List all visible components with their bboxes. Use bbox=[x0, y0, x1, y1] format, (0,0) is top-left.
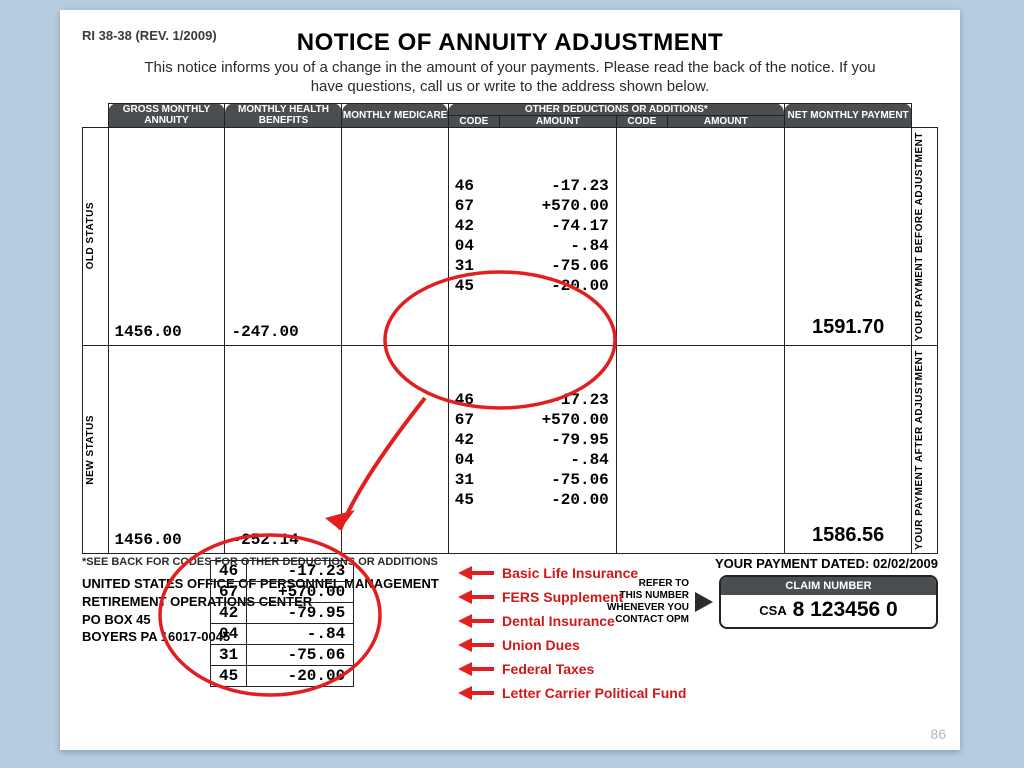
col-other: OTHER DEDUCTIONS OR ADDITIONS* bbox=[448, 103, 784, 115]
deduction-row: 46-17.23 bbox=[449, 390, 616, 410]
new-net: 1586.56 bbox=[784, 345, 912, 554]
legend-row: Federal Taxes bbox=[458, 659, 686, 678]
old-deductions-2 bbox=[616, 127, 784, 345]
before-adjustment-label: YOUR PAYMENT BEFORE ADJUSTMENT bbox=[912, 127, 938, 345]
arrow-left-icon bbox=[458, 662, 472, 676]
deduction-row: 04-.84 bbox=[449, 450, 616, 470]
deduction-row: 45-20.00 bbox=[449, 490, 616, 510]
legend-row: Dental Insurance bbox=[458, 611, 686, 630]
old-deductions-1: 46-17.2367+570.0042-74.1704-.8431-75.064… bbox=[448, 127, 616, 345]
legend-row: FERS Supplement bbox=[458, 587, 686, 606]
arrow-left-icon bbox=[458, 686, 472, 700]
arrow-icon bbox=[695, 592, 713, 612]
arrow-left-icon bbox=[458, 590, 472, 604]
col-amount1: AMOUNT bbox=[499, 115, 616, 127]
col-code1: CODE bbox=[448, 115, 499, 127]
legend-row: Basic Life Insurance bbox=[458, 563, 686, 582]
callout-row: 31-75.06 bbox=[211, 645, 354, 666]
deduction-row: 42-74.17 bbox=[449, 216, 616, 236]
callout-row: 04-.84 bbox=[211, 624, 354, 645]
deduction-row: 67+570.00 bbox=[449, 196, 616, 216]
col-health: MONTHLY HEALTH BENEFITS bbox=[225, 103, 342, 127]
callout-deductions-table: 46-17.2367+570.0042-79.9504-.8431-75.064… bbox=[210, 560, 354, 687]
deduction-row: 45-20.00 bbox=[449, 276, 616, 296]
claim-number-header: CLAIM NUMBER bbox=[721, 577, 936, 595]
old-medicare bbox=[342, 127, 448, 345]
old-status-label: OLD STATUS bbox=[83, 127, 109, 345]
col-gross: GROSS MONTHLY ANNUITY bbox=[108, 103, 225, 127]
intro-text: This notice informs you of a change in t… bbox=[132, 59, 888, 97]
legend-row: Letter Carrier Political Fund bbox=[458, 683, 686, 702]
page-number: 86 bbox=[930, 726, 946, 742]
old-gross: 1456.00 bbox=[108, 127, 225, 345]
new-deductions-2 bbox=[616, 345, 784, 554]
payment-dated: YOUR PAYMENT DATED: 02/02/2009 bbox=[715, 556, 938, 571]
arrow-left-icon bbox=[458, 614, 472, 628]
arrow-left-icon bbox=[458, 566, 472, 580]
new-health: -252.14 bbox=[225, 345, 342, 554]
callout-row: 67+570.00 bbox=[211, 582, 354, 603]
col-net: NET MONTHLY PAYMENT bbox=[784, 103, 912, 127]
deduction-row: 04-.84 bbox=[449, 236, 616, 256]
col-code2: CODE bbox=[616, 115, 667, 127]
new-medicare bbox=[342, 345, 448, 554]
after-adjustment-label: YOUR PAYMENT AFTER ADJUSTMENT bbox=[912, 345, 938, 554]
claim-number: CSA 8 123456 0 bbox=[721, 595, 936, 627]
col-medicare: MONTHLY MEDICARE bbox=[342, 103, 448, 127]
col-amount2: AMOUNT bbox=[667, 115, 784, 127]
deduction-row: 46-17.23 bbox=[449, 176, 616, 196]
callout-row: 46-17.23 bbox=[211, 561, 354, 582]
legend-block: Basic Life Insurance FERS Supplement Denta… bbox=[458, 563, 686, 702]
deduction-row: 42-79.95 bbox=[449, 430, 616, 450]
deduction-row: 67+570.00 bbox=[449, 410, 616, 430]
legend-row: Union Dues bbox=[458, 635, 686, 654]
deduction-row: 31-75.06 bbox=[449, 256, 616, 276]
annuity-table: GROSS MONTHLY ANNUITY MONTHLY HEALTH BEN… bbox=[82, 103, 938, 555]
document-page: RI 38-38 (REV. 1/2009) NOTICE OF ANNUITY… bbox=[60, 10, 960, 750]
new-deductions-1: 46-17.2367+570.0042-79.9504-.8431-75.064… bbox=[448, 345, 616, 554]
old-health: -247.00 bbox=[225, 127, 342, 345]
callout-row: 42-79.95 bbox=[211, 603, 354, 624]
arrow-left-icon bbox=[458, 638, 472, 652]
deduction-row: 31-75.06 bbox=[449, 470, 616, 490]
new-gross: 1456.00 bbox=[108, 345, 225, 554]
old-net: 1591.70 bbox=[784, 127, 912, 345]
new-status-label: NEW STATUS bbox=[83, 345, 109, 554]
callout-row: 45-20.00 bbox=[211, 666, 354, 687]
